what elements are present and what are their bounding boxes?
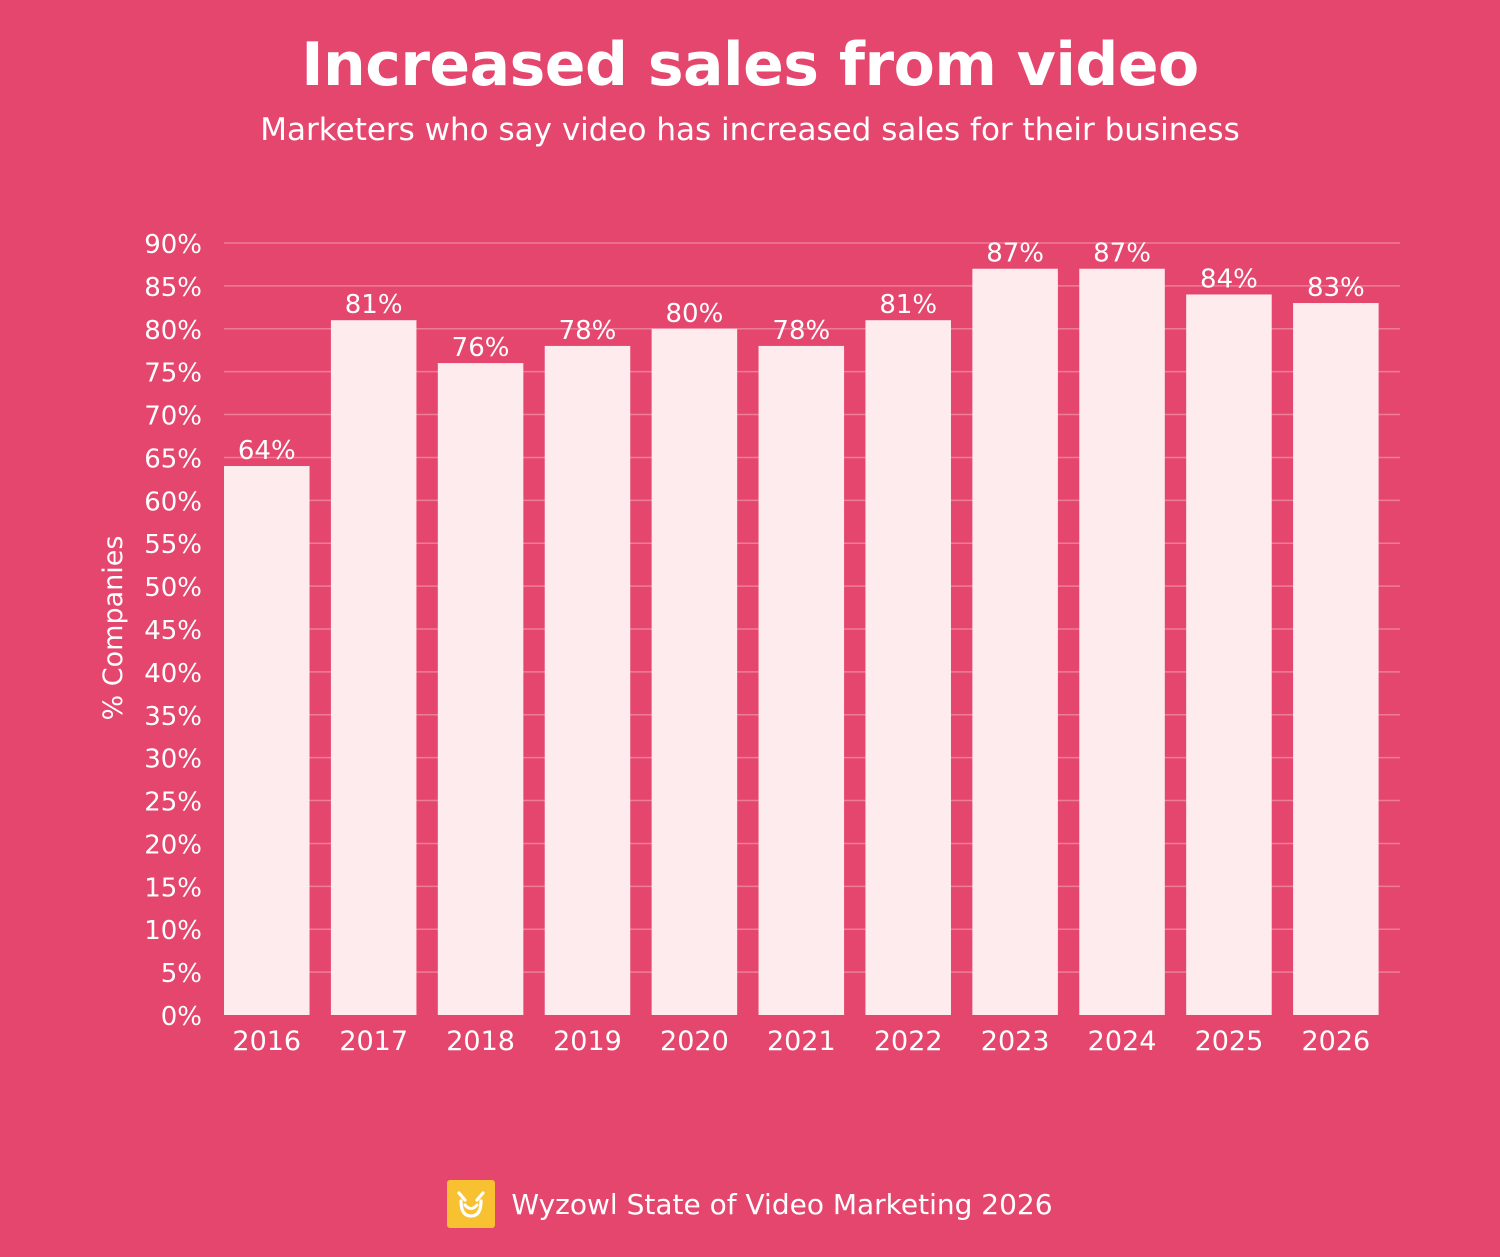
bar-value-label: 80%: [666, 299, 724, 329]
y-tick-label: 5%: [161, 959, 202, 989]
bar-value-label: 83%: [1307, 273, 1365, 303]
bar-value-label: 76%: [452, 333, 510, 363]
x-tick-label: 2019: [553, 1026, 622, 1057]
y-tick-label: 0%: [161, 1002, 202, 1032]
y-tick-label: 55%: [144, 530, 202, 560]
bar-value-label: 81%: [879, 290, 937, 320]
y-tick-label: 20%: [144, 830, 202, 860]
x-tick-label: 2023: [981, 1026, 1050, 1057]
owl-logo-icon: [447, 1180, 496, 1228]
x-tick-label: 2026: [1301, 1026, 1370, 1057]
x-tick-label: 2017: [339, 1026, 408, 1057]
y-tick-label: 50%: [144, 573, 202, 603]
bar-value-label: 84%: [1200, 264, 1258, 294]
y-tick-label: 25%: [144, 788, 202, 818]
bar-2025: [1186, 294, 1272, 1015]
x-tick-label: 2018: [446, 1026, 515, 1057]
y-tick-label: 85%: [144, 273, 202, 303]
bars: [224, 268, 1379, 1016]
bar-value-label: 87%: [986, 239, 1044, 269]
bar-2021: [758, 345, 845, 1015]
x-tick-label: 2024: [1088, 1026, 1157, 1057]
x-tick-label: 2022: [874, 1026, 943, 1057]
y-tick-label: 15%: [144, 873, 202, 903]
y-axis-label: % Companies: [98, 536, 129, 721]
y-tick-label: 70%: [144, 402, 202, 432]
bar-value-labels: 64% 81% 76% 78% 80% 78% 81% 87% 87% 84% 83%: [238, 239, 1365, 466]
y-tick-label: 10%: [144, 916, 202, 946]
y-tick-label: 40%: [144, 659, 202, 689]
y-axis-ticks: 0% 5% 10% 15% 20% 25% 30% 35% 40% 45% 50% 55% 60% 65%…: [144, 230, 202, 1032]
x-tick-label: 2020: [660, 1026, 729, 1057]
source-credit: Wyzowl State of Video Marketing 2026: [511, 1187, 1053, 1221]
bar-2020: [651, 328, 738, 1015]
bar-2024: [1079, 268, 1165, 1015]
y-tick-label: 45%: [144, 616, 202, 646]
bar-2022: [865, 320, 951, 1015]
bar-value-label: 87%: [1093, 239, 1151, 269]
x-tick-label: 2025: [1195, 1026, 1264, 1057]
bar-2018: [437, 363, 524, 1016]
x-tick-label: 2021: [767, 1026, 836, 1057]
bar-2023: [972, 268, 1058, 1015]
x-axis-ticks: 2016 2017 2018 2019 2020 2021 2022 2023 2024 2025…: [232, 1026, 1370, 1057]
y-tick-label: 80%: [144, 316, 202, 346]
y-tick-label: 35%: [144, 702, 202, 732]
y-tick-label: 75%: [144, 359, 202, 389]
chart-title: Increased sales from video: [301, 30, 1199, 100]
bar-value-label: 78%: [772, 316, 830, 346]
bar-2026: [1293, 303, 1379, 1015]
y-tick-label: 65%: [144, 444, 202, 474]
bar-2017: [330, 320, 417, 1015]
bar-value-label: 78%: [559, 316, 617, 346]
bar-value-label: 64%: [238, 436, 296, 466]
bar-chart: 0% 5% 10% 15% 20% 25% 30% 35% 40% 45% 50% 55% 60% 65%…: [98, 230, 1400, 1057]
bar-2016: [224, 466, 310, 1015]
footer: Wyzowl State of Video Marketing 2026: [0, 1180, 1500, 1228]
bar-2019: [544, 345, 631, 1015]
y-tick-label: 60%: [144, 487, 202, 517]
y-tick-label: 90%: [144, 230, 202, 260]
x-tick-label: 2016: [232, 1026, 301, 1057]
bar-value-label: 81%: [345, 290, 403, 320]
y-tick-label: 30%: [144, 745, 202, 775]
chart-subtitle: Marketers who say video has increased sa…: [260, 112, 1240, 148]
